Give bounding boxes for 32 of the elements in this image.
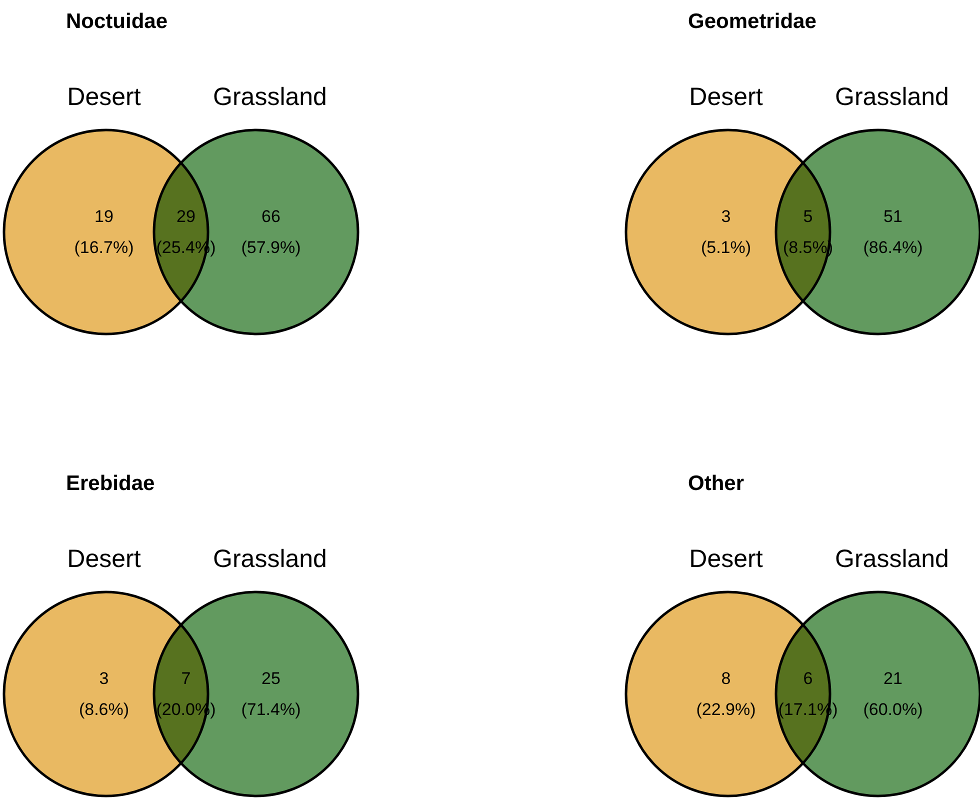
text: (16.7%) (74, 238, 134, 257)
data-label: 29 (176, 207, 196, 226)
text: Noctuidae (66, 10, 168, 33)
text: Grassland (835, 83, 949, 111)
data-label: 7 (181, 669, 191, 688)
text: (8.6%) (78, 700, 130, 719)
text: (71.4%) (241, 700, 301, 719)
text: Desert (67, 545, 141, 573)
text: (60.0%) (863, 700, 923, 719)
text: (22.9%) (696, 700, 756, 719)
text: Desert (689, 83, 763, 111)
text: Erebidae (66, 472, 155, 495)
data-label: 3 (721, 207, 731, 226)
text: Grassland (213, 545, 327, 573)
text: Grassland (213, 83, 327, 111)
data-label: 6 (803, 669, 813, 688)
data-label: 25 (262, 669, 280, 688)
text: Desert (67, 83, 141, 111)
text: (86.4%) (863, 238, 923, 257)
data-label: 51 (884, 207, 902, 226)
text: Other (688, 472, 744, 495)
data-label: 19 (94, 207, 114, 226)
data-label: 3 (99, 669, 109, 688)
text: (57.9%) (241, 238, 301, 257)
text: Geometridae (688, 10, 816, 33)
data-label: 66 (262, 207, 280, 226)
text: (5.1%) (700, 238, 752, 257)
text: Grassland (835, 545, 949, 573)
data-label: 8 (721, 669, 731, 688)
data-label: 21 (884, 669, 902, 688)
text: Desert (689, 545, 763, 573)
data-label: 5 (803, 207, 813, 226)
